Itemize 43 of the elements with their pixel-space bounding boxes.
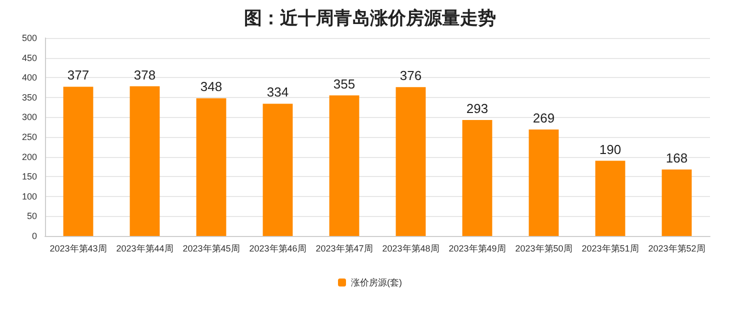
bar [63,86,94,236]
bar [528,129,559,236]
bar [396,87,426,236]
bar [196,98,226,236]
y-tick-label: 100 [22,191,37,202]
x-tick-label: 2023年第49周 [448,244,506,254]
y-tick-label: 350 [22,92,37,102]
y-tick-label: 300 [22,112,37,122]
bar [462,120,492,236]
x-tick-label: 2023年第43周 [50,244,107,254]
y-tick-label: 200 [22,152,37,162]
y-tick-label: 500 [22,33,37,43]
x-tick-label: 2023年第52周 [648,244,706,254]
x-tick-label: 2023年第48周 [382,244,440,254]
data-label: 190 [599,142,622,157]
x-tick-label: 2023年第44周 [116,244,174,254]
x-tick-label: 2023年第46周 [249,244,306,254]
y-tick-label: 450 [22,52,37,63]
y-tick-label: 400 [22,72,37,83]
data-label: 348 [200,79,222,94]
data-label: 377 [67,68,90,83]
bar [662,169,692,236]
x-tick-label: 2023年第50周 [515,244,572,254]
data-label: 269 [532,110,555,126]
y-tick-label: 0 [32,231,37,241]
y-tick-label: 50 [26,211,37,222]
x-tick-label: 2023年第45周 [182,244,240,254]
bar [329,95,360,236]
data-label: 355 [333,76,356,92]
legend-label: 涨价房源(套) [351,278,402,288]
y-tick-label: 150 [22,172,37,182]
data-label: 293 [466,100,488,116]
bar [262,104,293,236]
data-label: 378 [134,67,156,82]
x-tick-label: 2023年第47周 [316,244,373,254]
chart-title: 图：近十周青岛涨价房源量走势 [244,8,496,28]
data-label: 376 [400,68,422,84]
x-tick-label: 2023年第51周 [582,244,639,254]
bar [595,160,626,236]
bar [130,86,160,236]
data-label: 334 [266,84,289,100]
y-tick-label: 250 [22,132,37,142]
data-label: 168 [666,150,688,166]
